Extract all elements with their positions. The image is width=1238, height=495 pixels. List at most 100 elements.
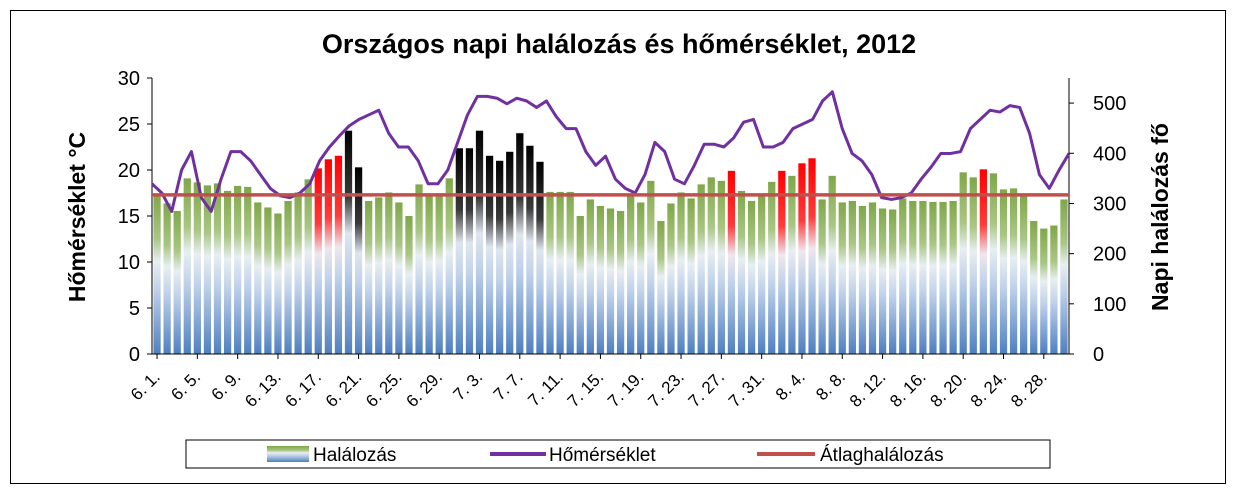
bar-halalozas	[405, 216, 413, 354]
bar-halalozas	[828, 175, 836, 354]
bar-halalozas	[627, 195, 635, 354]
bar-halalozas	[274, 213, 282, 354]
bar-halalozas	[768, 181, 776, 354]
bar-halalozas	[889, 209, 897, 354]
y-axis-right-label: Napi halálozás fő	[1147, 123, 1173, 311]
x-tick-label: 7. 23.	[644, 367, 688, 411]
bar-halalozas	[223, 190, 232, 354]
x-tick-label: 8. 12.	[846, 367, 890, 411]
bar-halalozas	[254, 202, 262, 354]
bar-halalozas	[566, 191, 574, 354]
bar-halalozas	[576, 216, 584, 354]
bar-halalozas	[667, 203, 675, 354]
x-tick-label: 8. 24.	[967, 367, 1011, 411]
bar-halalozas	[919, 200, 927, 354]
bar-halalozas	[496, 160, 504, 354]
bar-halalozas	[365, 200, 373, 354]
bar-halalozas	[606, 208, 615, 354]
bar-halalozas	[637, 202, 645, 354]
bar-halalozas	[385, 192, 393, 354]
bar-halalozas	[213, 183, 222, 354]
bar-halalozas	[808, 158, 816, 354]
x-tick-label: 8. 4.	[772, 367, 809, 404]
x-tick-label: 6. 1.	[127, 367, 164, 404]
bar-halalozas	[647, 180, 655, 354]
y-right-tick-label: 0	[1093, 344, 1104, 366]
bar-halalozas	[294, 192, 302, 354]
bar-halalozas	[1009, 188, 1018, 354]
legend-box	[185, 439, 1051, 469]
bar-halalozas	[314, 168, 322, 354]
bar-halalozas	[445, 178, 453, 354]
chart-title: Országos napi halálozás és hőmérséklet, …	[322, 29, 916, 59]
x-tick-label: 7. 15.	[564, 367, 608, 411]
y-axis-left-label: Hőmérséklet °C	[64, 132, 90, 302]
bar-halalozas	[929, 201, 937, 354]
bar-halalozas	[183, 178, 191, 354]
bar-halalozas	[234, 185, 242, 354]
bar-halalozas	[586, 199, 594, 354]
y-left-tick-label: 15	[118, 206, 140, 228]
bar-halalozas	[737, 190, 746, 354]
y-left-tick-label: 25	[118, 114, 140, 136]
legend-swatch-halalozas	[267, 446, 309, 462]
bar-halalozas	[435, 193, 443, 354]
bar-halalozas	[868, 202, 877, 354]
bar-halalozas	[848, 200, 856, 354]
bar-halalozas	[657, 221, 665, 354]
x-tick-label: 7. 11.	[524, 367, 567, 410]
bars-layer	[153, 130, 1068, 354]
legend-label-halalozas: Halálozás	[313, 445, 396, 466]
bar-halalozas	[999, 189, 1008, 354]
bar-halalozas	[526, 145, 534, 354]
bar-halalozas	[395, 202, 403, 354]
bar-halalozas	[899, 198, 907, 354]
bar-halalozas	[687, 198, 695, 354]
bar-halalozas	[354, 167, 363, 354]
bar-halalozas	[334, 155, 343, 354]
bar-halalozas	[747, 200, 756, 354]
bar-halalozas	[616, 210, 625, 354]
bar-halalozas	[465, 148, 474, 354]
bar-halalozas	[546, 191, 554, 354]
bar-halalozas	[717, 180, 725, 354]
bar-halalozas	[949, 200, 957, 354]
y-left-tick-label: 0	[129, 344, 140, 366]
x-tick-label: 7. 27.	[685, 367, 729, 411]
bar-halalozas	[1030, 221, 1038, 354]
x-tick-label: 6. 25.	[362, 367, 406, 411]
x-tick-label: 6. 13.	[241, 367, 285, 411]
bar-halalozas	[375, 197, 383, 354]
y-right-tick-label: 300	[1093, 193, 1126, 215]
bar-halalozas	[798, 163, 806, 354]
bar-halalozas	[909, 200, 917, 354]
bar-halalozas	[425, 195, 433, 354]
lines-layer	[150, 90, 1071, 213]
bar-halalozas	[485, 155, 494, 354]
bar-halalozas	[163, 203, 171, 354]
x-tick-label: 8. 8.	[812, 367, 849, 404]
bar-halalozas	[818, 199, 826, 354]
bar-halalozas	[203, 185, 212, 354]
y-right-tick-label: 100	[1093, 294, 1126, 316]
bar-halalozas	[878, 208, 887, 354]
legend-label-atlaghalalozas: Átlaghalálozás	[820, 445, 944, 466]
x-tick-label: 6. 17.	[282, 367, 326, 411]
y-left-tick-label: 20	[118, 160, 140, 182]
bar-halalozas	[1040, 228, 1048, 354]
bar-halalozas	[455, 148, 463, 354]
bar-halalozas	[969, 177, 977, 354]
y-left-tick-label: 5	[129, 298, 140, 320]
x-tick-label: 8. 16.	[886, 367, 930, 411]
y-left-tick-label: 10	[118, 252, 140, 274]
bar-halalozas	[193, 182, 201, 354]
bar-halalozas	[758, 194, 766, 354]
bar-halalozas	[284, 200, 292, 354]
bar-halalozas	[475, 130, 484, 354]
bar-halalozas	[989, 173, 998, 354]
bar-halalozas	[1050, 225, 1058, 354]
bar-halalozas	[939, 201, 947, 354]
bar-halalozas	[264, 207, 272, 354]
bar-halalozas	[1060, 199, 1068, 354]
